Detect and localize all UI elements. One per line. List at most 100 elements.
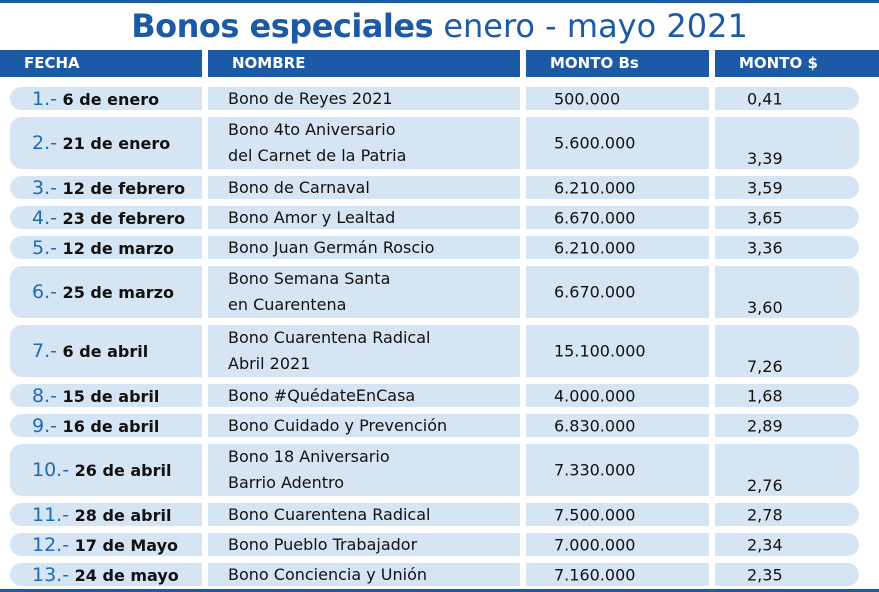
monto-bs-cell: 6.670.000 — [526, 206, 709, 229]
row-date: 16 de abril — [56, 416, 160, 436]
row-number: 11.- — [32, 503, 70, 526]
bono-name: Bono 18 Aniversario Barrio Adentro — [228, 444, 390, 496]
monto-usd-cell: 2,89 — [715, 414, 859, 437]
bono-name-line: Bono Conciencia y Unión — [228, 564, 428, 584]
monto-usd-cell: 3,59 — [715, 176, 859, 199]
monto-bs-value: 6.830.000 — [554, 416, 636, 435]
fecha-text: 5.- 12 de marzo — [32, 237, 174, 259]
table-row: 12.- 17 de Mayo Bono Pueblo Trabajador 7.0… — [0, 533, 879, 556]
title-rest: enero - mayo 2021 — [433, 7, 748, 45]
fecha-cell: 4.- 23 de febrero — [10, 206, 202, 229]
row-date: 28 de abril — [69, 505, 172, 525]
row-date: 21 de enero — [56, 134, 171, 153]
bono-name-line: Bono Pueblo Trabajador — [228, 534, 418, 554]
bono-name-line: Bono #QuédateEnCasa — [228, 385, 416, 405]
nombre-cell: Bono de Reyes 2021 — [208, 87, 520, 110]
top-rule — [0, 0, 879, 3]
row-date: 12 de febrero — [56, 178, 186, 198]
bono-name: Bono de Reyes 2021 — [228, 86, 393, 112]
monto-usd-cell: 2,76 — [715, 444, 859, 496]
monto-bs-cell: 6.670.000 — [526, 266, 709, 318]
page-title: Bonos especiales enero - mayo 2021 — [0, 4, 879, 48]
monto-usd-value: 2,34 — [747, 535, 783, 554]
title-bold: Bonos especiales — [131, 7, 434, 45]
monto-usd-value: 2,76 — [747, 476, 783, 495]
header-monto-bs: MONTO Bs — [526, 50, 709, 77]
bono-name: Bono #QuédateEnCasa — [228, 383, 415, 409]
fecha-cell: 12.- 17 de Mayo — [10, 533, 202, 556]
bono-name: Bono de Carnaval — [228, 175, 370, 201]
row-date: 12 de marzo — [56, 238, 174, 258]
table-row: 1.- 6 de enero Bono de Reyes 2021 500.000 0… — [0, 87, 879, 110]
fecha-text: 13.- 24 de mayo — [32, 564, 179, 586]
row-number: 2.- — [32, 132, 57, 154]
row-number: 5.- — [32, 236, 57, 259]
bono-name: Bono Conciencia y Unión — [228, 562, 427, 588]
monto-usd-cell: 2,35 — [715, 563, 859, 586]
monto-bs-cell: 7.500.000 — [526, 503, 709, 526]
bono-name-line: en Cuarentena — [228, 295, 347, 314]
row-date: 26 de abril — [69, 461, 172, 480]
monto-usd-value: 3,39 — [747, 149, 783, 168]
monto-bs-cell: 7.330.000 — [526, 444, 709, 496]
monto-usd-cell: 1,68 — [715, 384, 859, 407]
nombre-cell: Bono Pueblo Trabajador — [208, 533, 520, 556]
bono-name-line: Bono Juan Germán Roscio — [228, 237, 435, 257]
header-fecha: FECHA — [0, 50, 202, 77]
table-row: 8.- 15 de abril Bono #QuédateEnCasa 4.000.… — [0, 384, 879, 407]
table-row: 13.- 24 de mayo Bono Conciencia y Unión 7.… — [0, 563, 879, 586]
row-number: 1.- — [32, 87, 57, 110]
bono-name: Bono Cuidado y Prevención — [228, 413, 447, 439]
monto-bs-value: 15.100.000 — [554, 341, 646, 361]
monto-usd-cell: 3,36 — [715, 236, 859, 259]
bono-name-line: Abril 2021 — [228, 354, 311, 373]
monto-bs-value: 7.000.000 — [554, 535, 636, 554]
monto-bs-value: 7.500.000 — [554, 505, 636, 524]
table-row: 3.- 12 de febrero Bono de Carnaval 6.210.0… — [0, 176, 879, 199]
monto-bs-cell: 6.210.000 — [526, 176, 709, 199]
monto-usd-value: 3,59 — [747, 178, 783, 197]
bono-name: Bono Juan Germán Roscio — [228, 235, 434, 261]
bono-name-line: Bono de Reyes 2021 — [228, 88, 393, 108]
row-number: 6.- — [32, 281, 57, 303]
monto-bs-cell: 6.210.000 — [526, 236, 709, 259]
bono-name-line: Bono Amor y Lealtad — [228, 207, 396, 227]
monto-bs-cell: 15.100.000 — [526, 325, 709, 377]
monto-bs-cell: 6.830.000 — [526, 414, 709, 437]
bono-name-line: Barrio Adentro — [228, 473, 345, 492]
monto-usd-cell: 7,26 — [715, 325, 859, 377]
row-date: 15 de abril — [56, 386, 160, 406]
monto-bs-value: 7.330.000 — [554, 460, 636, 480]
monto-bs-value: 6.210.000 — [554, 178, 636, 197]
nombre-cell: Bono Juan Germán Roscio — [208, 236, 520, 259]
monto-usd-value: 3,60 — [747, 298, 783, 317]
row-date: 6 de abril — [56, 342, 149, 361]
monto-bs-value: 6.670.000 — [554, 208, 636, 227]
monto-bs-value: 4.000.000 — [554, 386, 636, 405]
table-row: 2.- 21 de enero Bono 4to Aniversario del C… — [0, 117, 879, 169]
fecha-text: 2.- 21 de enero — [32, 132, 170, 154]
monto-usd-value: 1,68 — [747, 386, 783, 405]
fecha-cell: 9.- 16 de abril — [10, 414, 202, 437]
fecha-cell: 2.- 21 de enero — [10, 117, 202, 169]
fecha-cell: 3.- 12 de febrero — [10, 176, 202, 199]
fecha-text: 10.- 26 de abril — [32, 459, 171, 481]
fecha-text: 8.- 15 de abril — [32, 385, 159, 407]
fecha-text: 6.- 25 de marzo — [32, 281, 174, 303]
monto-bs-cell: 7.000.000 — [526, 533, 709, 556]
monto-usd-cell: 3,39 — [715, 117, 859, 169]
monto-bs-value: 6.210.000 — [554, 238, 636, 257]
fecha-text: 9.- 16 de abril — [32, 415, 159, 437]
row-number: 10.- — [32, 459, 70, 481]
nombre-cell: Bono Cuarentena Radical Abril 2021 — [208, 325, 520, 377]
monto-bs-value: 6.670.000 — [554, 282, 636, 302]
monto-usd-cell: 2,34 — [715, 533, 859, 556]
bono-name: Bono Pueblo Trabajador — [228, 532, 417, 558]
bono-name-line: Bono Cuarentena Radical — [228, 504, 431, 524]
fecha-cell: 6.- 25 de marzo — [10, 266, 202, 318]
table-row: 6.- 25 de marzo Bono Semana Santa en Cuare… — [0, 266, 879, 318]
fecha-text: 7.- 6 de abril — [32, 340, 148, 362]
nombre-cell: Bono Cuidado y Prevención — [208, 414, 520, 437]
bottom-rule — [0, 589, 879, 592]
monto-usd-value: 2,35 — [747, 565, 783, 584]
